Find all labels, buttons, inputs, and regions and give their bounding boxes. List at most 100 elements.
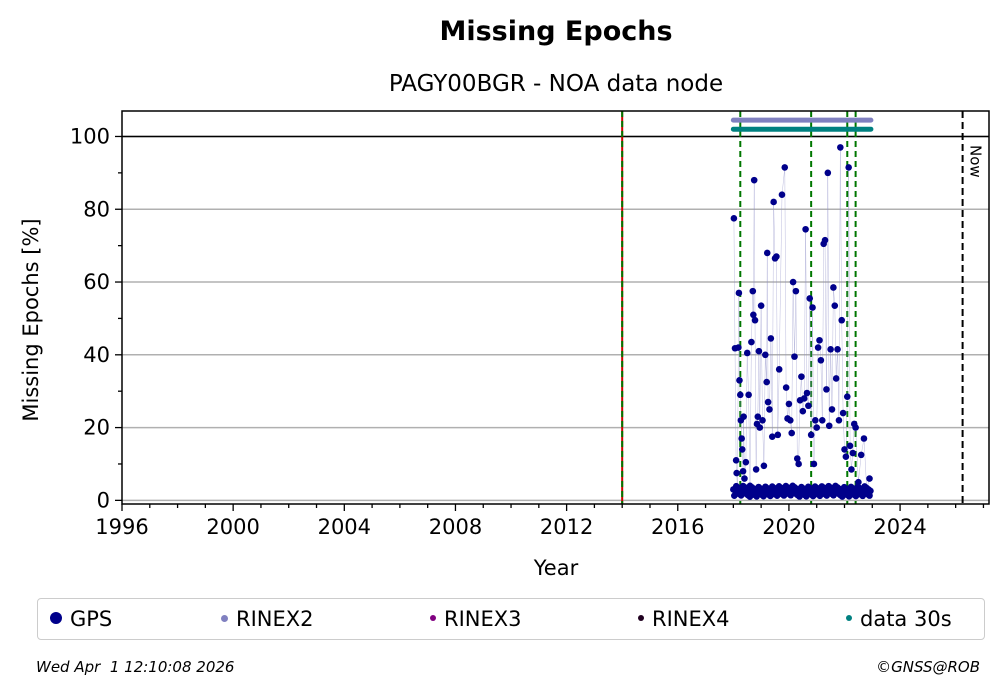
data-point [778,191,786,198]
data-point [825,422,833,430]
now-label: Now [967,145,985,178]
x-tick-label: 2024 [873,515,926,539]
legend-label-gps: GPS [70,607,113,631]
data-point [739,467,747,475]
data-point [857,451,865,459]
data-point [841,446,848,453]
data-point [843,393,851,400]
chart-title: Missing Epochs [439,16,673,47]
data-point [866,475,873,482]
y-tick-label: 100 [70,124,110,148]
data-point [827,346,834,353]
data-point [802,225,809,233]
data-point [773,253,780,260]
y-tick-label: 20 [83,416,110,440]
data-point [782,384,790,391]
data-point [768,433,776,440]
x-tick-label: 2004 [318,515,371,539]
data-point [835,417,843,424]
legend-label-rinex3: RINEX3 [444,607,522,631]
legend-item-data30s: data 30s [846,599,952,639]
data-point [774,431,782,439]
data-point [813,424,821,431]
data-point [823,386,830,393]
data-point [799,407,807,415]
data-point [742,458,750,466]
data-point [839,409,847,417]
data-point [809,304,816,311]
data-point [750,311,757,319]
x-axis-label: Year [533,556,579,580]
x-tick-label: 2016 [651,515,704,539]
legend-marker-rinex4 [638,615,644,621]
data-point [831,302,839,309]
data-point [792,287,800,295]
data-point [810,460,818,468]
y-tick-label: 80 [83,197,110,221]
x-tick-label: 1996 [95,515,148,539]
legend-item-gps: GPS [50,599,112,639]
data-point [793,455,801,462]
data-point [817,356,825,364]
data-point [756,424,764,431]
data-point [767,335,775,342]
data-point [763,378,770,386]
chart-svg: Now 1996 2000 2004 2008 2012 2016 2020 2024 0 20 4… [19,110,990,580]
data-point [846,442,854,450]
data-point [764,398,772,406]
data-point [812,417,819,424]
data-point [740,413,747,420]
data-point [842,453,850,460]
y-tick-label: 60 [83,270,110,294]
legend-marker-data30s [846,615,852,621]
data-point [848,466,855,473]
y-tick-label: 40 [83,343,110,367]
data-point [775,366,783,373]
legend-marker-rinex3 [430,615,436,621]
data-point [787,417,794,424]
data-point [745,391,752,399]
chart-subtitle: PAGY00BGR - NOA data node [388,71,724,97]
data-point [733,469,740,477]
data-point [730,215,738,222]
x-tick-label: 2008 [429,515,482,539]
data-point [754,413,762,420]
data-point [736,391,744,399]
legend-label-rinex4: RINEX4 [652,607,730,631]
data-point [807,431,815,439]
data-point [828,406,836,413]
legend-item-rinex4: RINEX4 [638,599,730,639]
data-point [760,462,768,470]
data-point [838,316,846,324]
data-point [830,284,837,291]
data-point [795,460,802,468]
data-point [852,424,859,431]
legend-label-data30s: data 30s [860,607,952,631]
data-point [735,289,743,297]
y-tick-label: 0 [97,488,110,512]
data-point [832,375,840,382]
data-point [738,435,745,442]
data-point [749,287,757,295]
data-point [860,435,868,442]
data-point [759,417,766,424]
data-point [757,302,765,309]
data-point [800,395,808,402]
axes: 1996 2000 2004 2008 2012 2016 2020 2024 0 20 40 60 8… [70,110,990,539]
legend-marker-rinex2 [221,614,228,622]
legend-marker-gps [50,612,62,624]
legend: GPS RINEX2 RINEX3 RINEX4 data 30s [37,598,985,640]
data-point [798,373,805,380]
data-point [821,236,829,244]
data-point [736,376,743,384]
data-point [751,316,759,324]
plot-frame [121,110,990,505]
data-point [805,402,812,410]
data-point [834,346,841,353]
y-axis-label: Missing Epochs [%] [19,218,43,421]
data-point [803,389,811,397]
data-point [750,176,758,184]
legend-item-rinex3: RINEX3 [430,599,522,639]
data-point [867,487,874,495]
